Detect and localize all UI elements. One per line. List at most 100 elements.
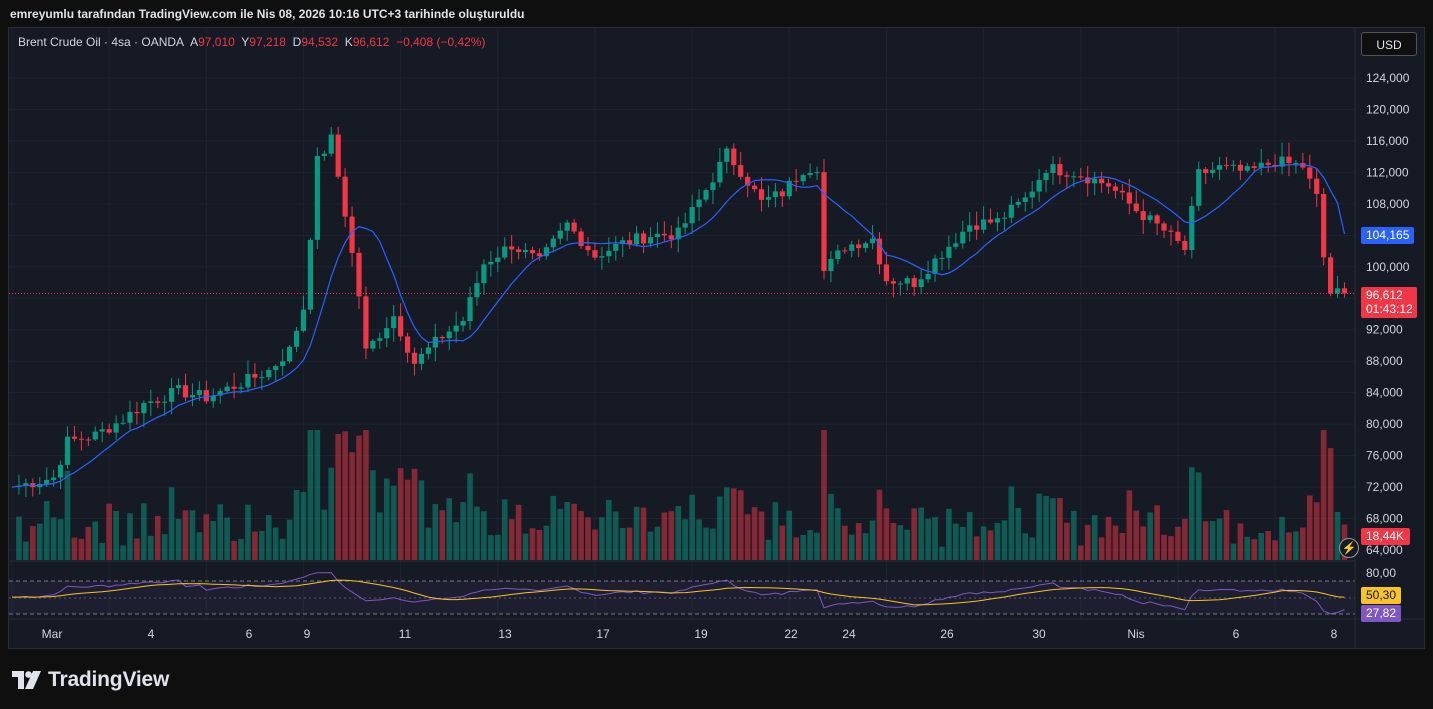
candle (613, 236, 619, 261)
time-tick-label: 26 (940, 627, 954, 641)
rsi-pane (9, 560, 1355, 615)
volume-bar (980, 526, 987, 560)
candle (245, 360, 251, 392)
candle (314, 147, 320, 250)
candle-body (1168, 230, 1174, 232)
lightning-icon[interactable]: ⚡ (1339, 538, 1359, 558)
candles (16, 126, 1348, 498)
candle (786, 177, 792, 200)
candle-body (967, 225, 973, 232)
candle-body (640, 233, 647, 244)
candle-body (224, 386, 230, 392)
time-tick-label: Nis (1127, 627, 1144, 641)
candle-body (668, 235, 674, 240)
candle (113, 415, 119, 440)
candle (745, 172, 751, 198)
volume-bar (515, 504, 522, 560)
candle (64, 426, 71, 469)
candle-body (238, 387, 244, 389)
time-tick-label: 9 (304, 627, 311, 641)
volume-bar (911, 508, 917, 560)
volume-bar (363, 430, 369, 560)
volume-bar (1119, 533, 1126, 560)
volume-bar (432, 504, 439, 560)
candle (1029, 181, 1035, 209)
volume-bar (481, 511, 487, 560)
candle (918, 269, 924, 295)
volume-bar (300, 491, 307, 560)
brand-name: TradingView (48, 668, 170, 691)
volume-bar (612, 511, 619, 560)
candle (689, 194, 695, 235)
candle (335, 126, 341, 179)
volume-bar (1209, 521, 1216, 560)
candle (30, 478, 36, 497)
volume-bar (1071, 510, 1077, 560)
volume-bar (488, 535, 494, 560)
candle (16, 474, 22, 495)
volume-bar (1313, 502, 1320, 560)
candle (1334, 275, 1341, 298)
candle-body (162, 401, 168, 403)
volume-bar (1300, 527, 1306, 560)
candle (169, 377, 175, 415)
candle-body (1085, 177, 1091, 184)
candle-body (606, 250, 612, 257)
candle (411, 347, 418, 376)
candle (293, 326, 300, 353)
volume-bar (349, 452, 355, 560)
candle-body (314, 156, 320, 240)
candle-body (1230, 164, 1237, 166)
candle-body (51, 477, 57, 480)
moving-average-line (11, 164, 1346, 488)
volume-bar (113, 510, 119, 560)
candle-body (758, 189, 765, 200)
candle-body (1223, 165, 1230, 167)
candle (1147, 211, 1153, 224)
candle-body (994, 218, 1001, 223)
volume-bar (592, 529, 598, 560)
candle-body (939, 257, 945, 259)
volume-bar (23, 541, 29, 560)
candle-body (502, 246, 508, 258)
volume-bar (252, 531, 258, 560)
candle-body (370, 340, 376, 349)
volume-bar (224, 517, 230, 560)
volume-bar (619, 527, 626, 560)
candle (932, 254, 938, 282)
volume-bar (668, 511, 675, 560)
volume-bar (1293, 531, 1299, 560)
candle-body (293, 330, 300, 347)
candle (85, 437, 91, 447)
candle (599, 247, 605, 270)
candle (363, 286, 369, 359)
candle-body (1175, 231, 1181, 241)
chart-area[interactable] (8, 27, 1425, 649)
volume-bar (1015, 508, 1022, 560)
price-tick-label: 80,000 (1366, 417, 1403, 431)
candle (856, 239, 862, 258)
candle-body (1334, 288, 1341, 294)
volume-bar (904, 529, 911, 560)
time-tick-label: 6 (1233, 627, 1240, 641)
candle (564, 219, 570, 241)
candle-body (1210, 169, 1216, 173)
candle-body (772, 191, 778, 198)
volume-bar (286, 519, 293, 560)
candle-body (557, 230, 563, 239)
volume-bar (57, 519, 64, 560)
candle (557, 222, 563, 245)
volume-bar (1077, 545, 1084, 560)
candle (1119, 184, 1125, 200)
candle-body (807, 172, 813, 176)
candle (647, 227, 654, 248)
candle-body (960, 231, 966, 244)
candle-body (1119, 190, 1125, 193)
tradingview-logo[interactable]: TradingView (12, 668, 169, 692)
candle-body (425, 347, 431, 354)
candle-body (974, 225, 980, 230)
volume-bar (425, 527, 432, 560)
currency-button[interactable]: USD (1361, 32, 1417, 56)
candle-body (287, 346, 293, 362)
volume-bar (1286, 532, 1292, 560)
